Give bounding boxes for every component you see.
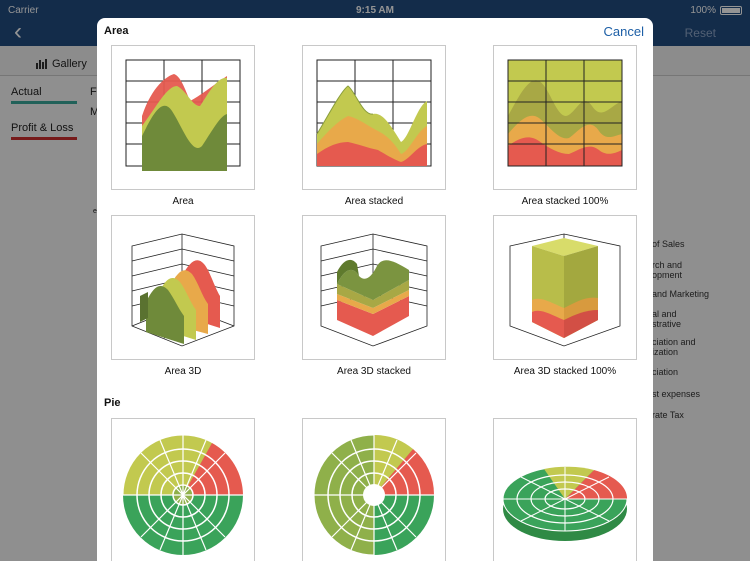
- chart-type-picker-modal: Area Cancel Area Area stac: [97, 18, 653, 561]
- chart-option-label: Area 3D stacked: [337, 366, 411, 377]
- pie-3d-chart-icon: [502, 466, 628, 541]
- background-fragment-e: e: [93, 208, 97, 215]
- legend-profit-loss-label: Profit & Loss: [11, 122, 74, 134]
- modal-title: Area: [104, 25, 129, 37]
- status-bar: Carrier 9:15 AM 100%: [0, 0, 750, 20]
- right-list-item: ciation: [652, 367, 679, 377]
- legend-actual-swatch: [11, 101, 77, 104]
- chart-option-area-3d[interactable]: [111, 215, 255, 360]
- chart-option-area-3d-stacked-100[interactable]: [493, 215, 637, 360]
- section-title-pie: Pie: [104, 397, 121, 409]
- chart-option-label: Area stacked: [344, 196, 404, 207]
- right-list-item: ciation and ization: [652, 337, 696, 357]
- back-chevron-icon[interactable]: ‹: [14, 18, 22, 45]
- chart-option-area-3d-stacked[interactable]: [302, 215, 446, 360]
- legend-actual-label: Actual: [11, 86, 42, 98]
- right-list-item: al and strative: [652, 309, 682, 329]
- right-list-item: rate Tax: [652, 410, 684, 420]
- right-list-item: st expenses: [652, 389, 701, 399]
- chart-option-label: Area 3D: [164, 366, 202, 377]
- chart-option-label: Area stacked 100%: [521, 196, 609, 207]
- battery-percent: 100%: [690, 5, 716, 16]
- background-fragment-f: F: [90, 86, 97, 98]
- right-list-item: and Marketing: [652, 289, 710, 299]
- area-3d-stacked-100-chart-icon: [509, 233, 621, 347]
- legend-profit-loss[interactable]: Profit & Loss: [11, 122, 77, 140]
- right-list-item: rch and opment: [652, 260, 683, 280]
- battery-icon: [720, 6, 742, 15]
- pie-doughnut-chart-icon: [313, 434, 435, 556]
- carrier-label: Carrier: [8, 5, 39, 16]
- chart-option-area-stacked-100[interactable]: [493, 45, 637, 190]
- area-stacked-100-chart-icon: [507, 59, 623, 167]
- gallery-button[interactable]: Gallery: [36, 58, 87, 70]
- area-chart-icon: [125, 59, 241, 171]
- chart-option-pie-doughnut[interactable]: [302, 418, 446, 561]
- battery-status: 100%: [690, 5, 742, 16]
- area-stacked-chart-icon: [316, 59, 432, 167]
- chart-option-area[interactable]: [111, 45, 255, 190]
- gallery-label: Gallery: [52, 58, 87, 70]
- legend-profit-loss-swatch: [11, 137, 77, 140]
- chart-option-area-stacked[interactable]: [302, 45, 446, 190]
- reset-button[interactable]: Reset: [684, 26, 716, 40]
- chart-option-pie-rings[interactable]: [111, 418, 255, 561]
- chart-option-label: Area: [172, 196, 194, 207]
- bar-chart-icon: [36, 59, 47, 69]
- right-list-item: of Sales: [652, 239, 685, 249]
- clock: 9:15 AM: [356, 5, 394, 16]
- background-fragment-m: M: [90, 106, 100, 118]
- pie-rings-chart-icon: [122, 434, 244, 556]
- area-3d-stacked-chart-icon: [320, 233, 428, 347]
- chart-option-label: Area 3D stacked 100%: [513, 366, 617, 377]
- area-3d-chart-icon: [131, 233, 235, 347]
- chart-option-pie-3d[interactable]: [493, 418, 637, 561]
- legend-actual[interactable]: Actual: [11, 86, 77, 104]
- cancel-button[interactable]: Cancel: [603, 24, 644, 39]
